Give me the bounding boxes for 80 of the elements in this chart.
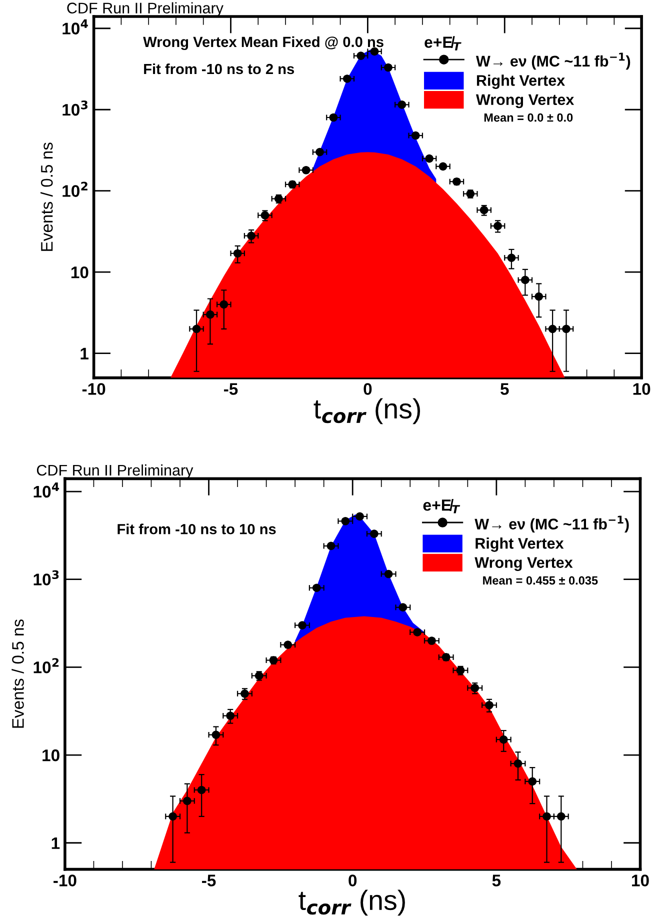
point [384, 63, 392, 72]
x-tick-label: -10 [82, 383, 106, 395]
y-tick-label: 1 [52, 837, 60, 849]
y-tick-label: 10$^{3}$ [62, 100, 88, 116]
y-tick-label: 10$^{2}$ [34, 658, 59, 674]
annotation: Fit from -10 ns to 2 ns [144, 63, 294, 74]
point [470, 684, 480, 692]
legend-label: Right Vertex [476, 74, 565, 89]
annotation: Fit from -10 ns to 10 ns [118, 524, 276, 534]
point [499, 735, 508, 744]
point [528, 777, 537, 786]
x-tick-label: 5 [492, 874, 501, 886]
point [183, 796, 192, 806]
point [562, 324, 570, 334]
point [534, 292, 544, 301]
chart-title: CDF Run II Preliminary [36, 464, 194, 479]
point [356, 52, 366, 60]
x-tick-label: 0 [348, 874, 357, 886]
x-tick-label: 10 [633, 383, 650, 395]
legend-label: Wrong Vertex [474, 557, 573, 572]
chart-title: CDF Run II Preliminary [67, 2, 224, 17]
point [226, 712, 235, 720]
point [220, 300, 228, 309]
point [411, 131, 420, 140]
point [556, 812, 566, 821]
point [548, 324, 557, 334]
point [370, 47, 379, 56]
x-tick-label: -5 [202, 874, 216, 886]
point [494, 222, 502, 230]
point [326, 542, 336, 550]
y-tick-label: 10$^{4}$ [34, 482, 60, 498]
point [398, 100, 406, 109]
point [398, 603, 408, 612]
y-tick-label: 10 [42, 749, 60, 762]
point [240, 689, 249, 698]
point [233, 249, 242, 258]
point [168, 812, 177, 821]
point [507, 254, 516, 262]
point [247, 232, 256, 240]
point [316, 148, 324, 156]
legend-label: W→ eν (MC ~11 fb$^{−1}$) [476, 52, 630, 70]
x-axis-title: t$_{corr}$ (ns) [298, 890, 405, 916]
point [312, 584, 321, 592]
y-tick-label: 10$^{4}$ [62, 19, 88, 34]
y-tick-label: 10$^{3}$ [34, 570, 59, 586]
y-tick-label: 10$^{2}$ [62, 182, 88, 197]
point [485, 700, 494, 710]
point [341, 516, 350, 526]
point [521, 276, 530, 284]
point [356, 512, 364, 521]
legend-title: e+E̸$_{T}$ [424, 36, 462, 50]
x-tick-label: -5 [224, 383, 238, 395]
x-tick-label: 0 [364, 383, 372, 395]
x-tick-label: 5 [500, 383, 509, 395]
y-axis-title: Events / 0.5 ns [40, 142, 53, 251]
y-tick-label: 10 [71, 266, 88, 278]
legend-label: Wrong Vertex [476, 94, 574, 108]
point [192, 324, 201, 334]
point [298, 621, 306, 630]
point [260, 211, 270, 220]
point [329, 113, 338, 122]
x-axis-title: t$_{corr}$ (ns) [314, 398, 420, 424]
point [197, 786, 206, 794]
point [384, 570, 393, 578]
legend-title: e+E̸$_{T}$ [423, 499, 460, 514]
point [514, 759, 522, 768]
point [206, 310, 214, 319]
legend-label: W→ eν (MC ~11 fb$^{−1}$) [474, 516, 629, 533]
legend-label: Right Vertex [476, 538, 564, 552]
point [542, 812, 551, 821]
point [212, 730, 220, 739]
x-tick-label: -10 [54, 874, 76, 886]
annotation: Wrong Vertex Mean Fixed @ 0.0 ns [143, 36, 384, 50]
annotation: Mean = 0.0 ± 0.0 [484, 113, 573, 122]
annotation: Mean = 0.455 ± 0.035 [483, 576, 598, 585]
y-axis-title: Events / 0.5 ns [12, 619, 24, 728]
point [342, 74, 352, 83]
point [370, 530, 378, 538]
y-tick-label: 1 [80, 348, 88, 360]
x-tick-label: 10 [632, 874, 649, 886]
